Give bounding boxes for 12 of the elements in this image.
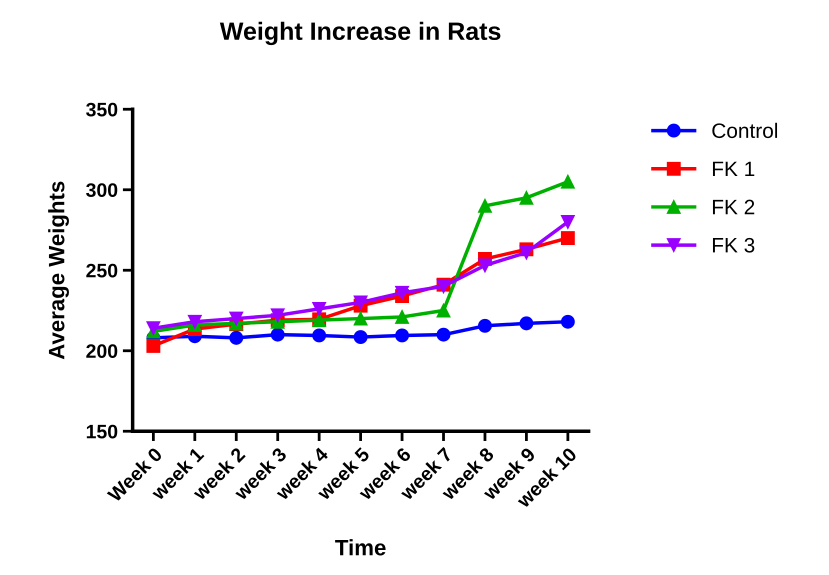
y-tick-label: 200 — [86, 344, 118, 358]
y-tick-label: 300 — [86, 183, 118, 198]
y-tick-label: 250 — [86, 264, 118, 278]
legend-label: FK 1 — [712, 162, 754, 176]
legend-label: Control — [712, 122, 778, 138]
legend-label: FK 3 — [712, 238, 754, 253]
y-axis-title: Average Weights — [48, 182, 69, 360]
y-tick-label: 150 — [86, 424, 118, 438]
x-axis-title: Time — [335, 539, 386, 556]
y-tick-label: 350 — [86, 102, 118, 117]
legend-label: FK 2 — [712, 200, 754, 214]
chart-title: Weight Increase in Rats — [220, 22, 500, 46]
